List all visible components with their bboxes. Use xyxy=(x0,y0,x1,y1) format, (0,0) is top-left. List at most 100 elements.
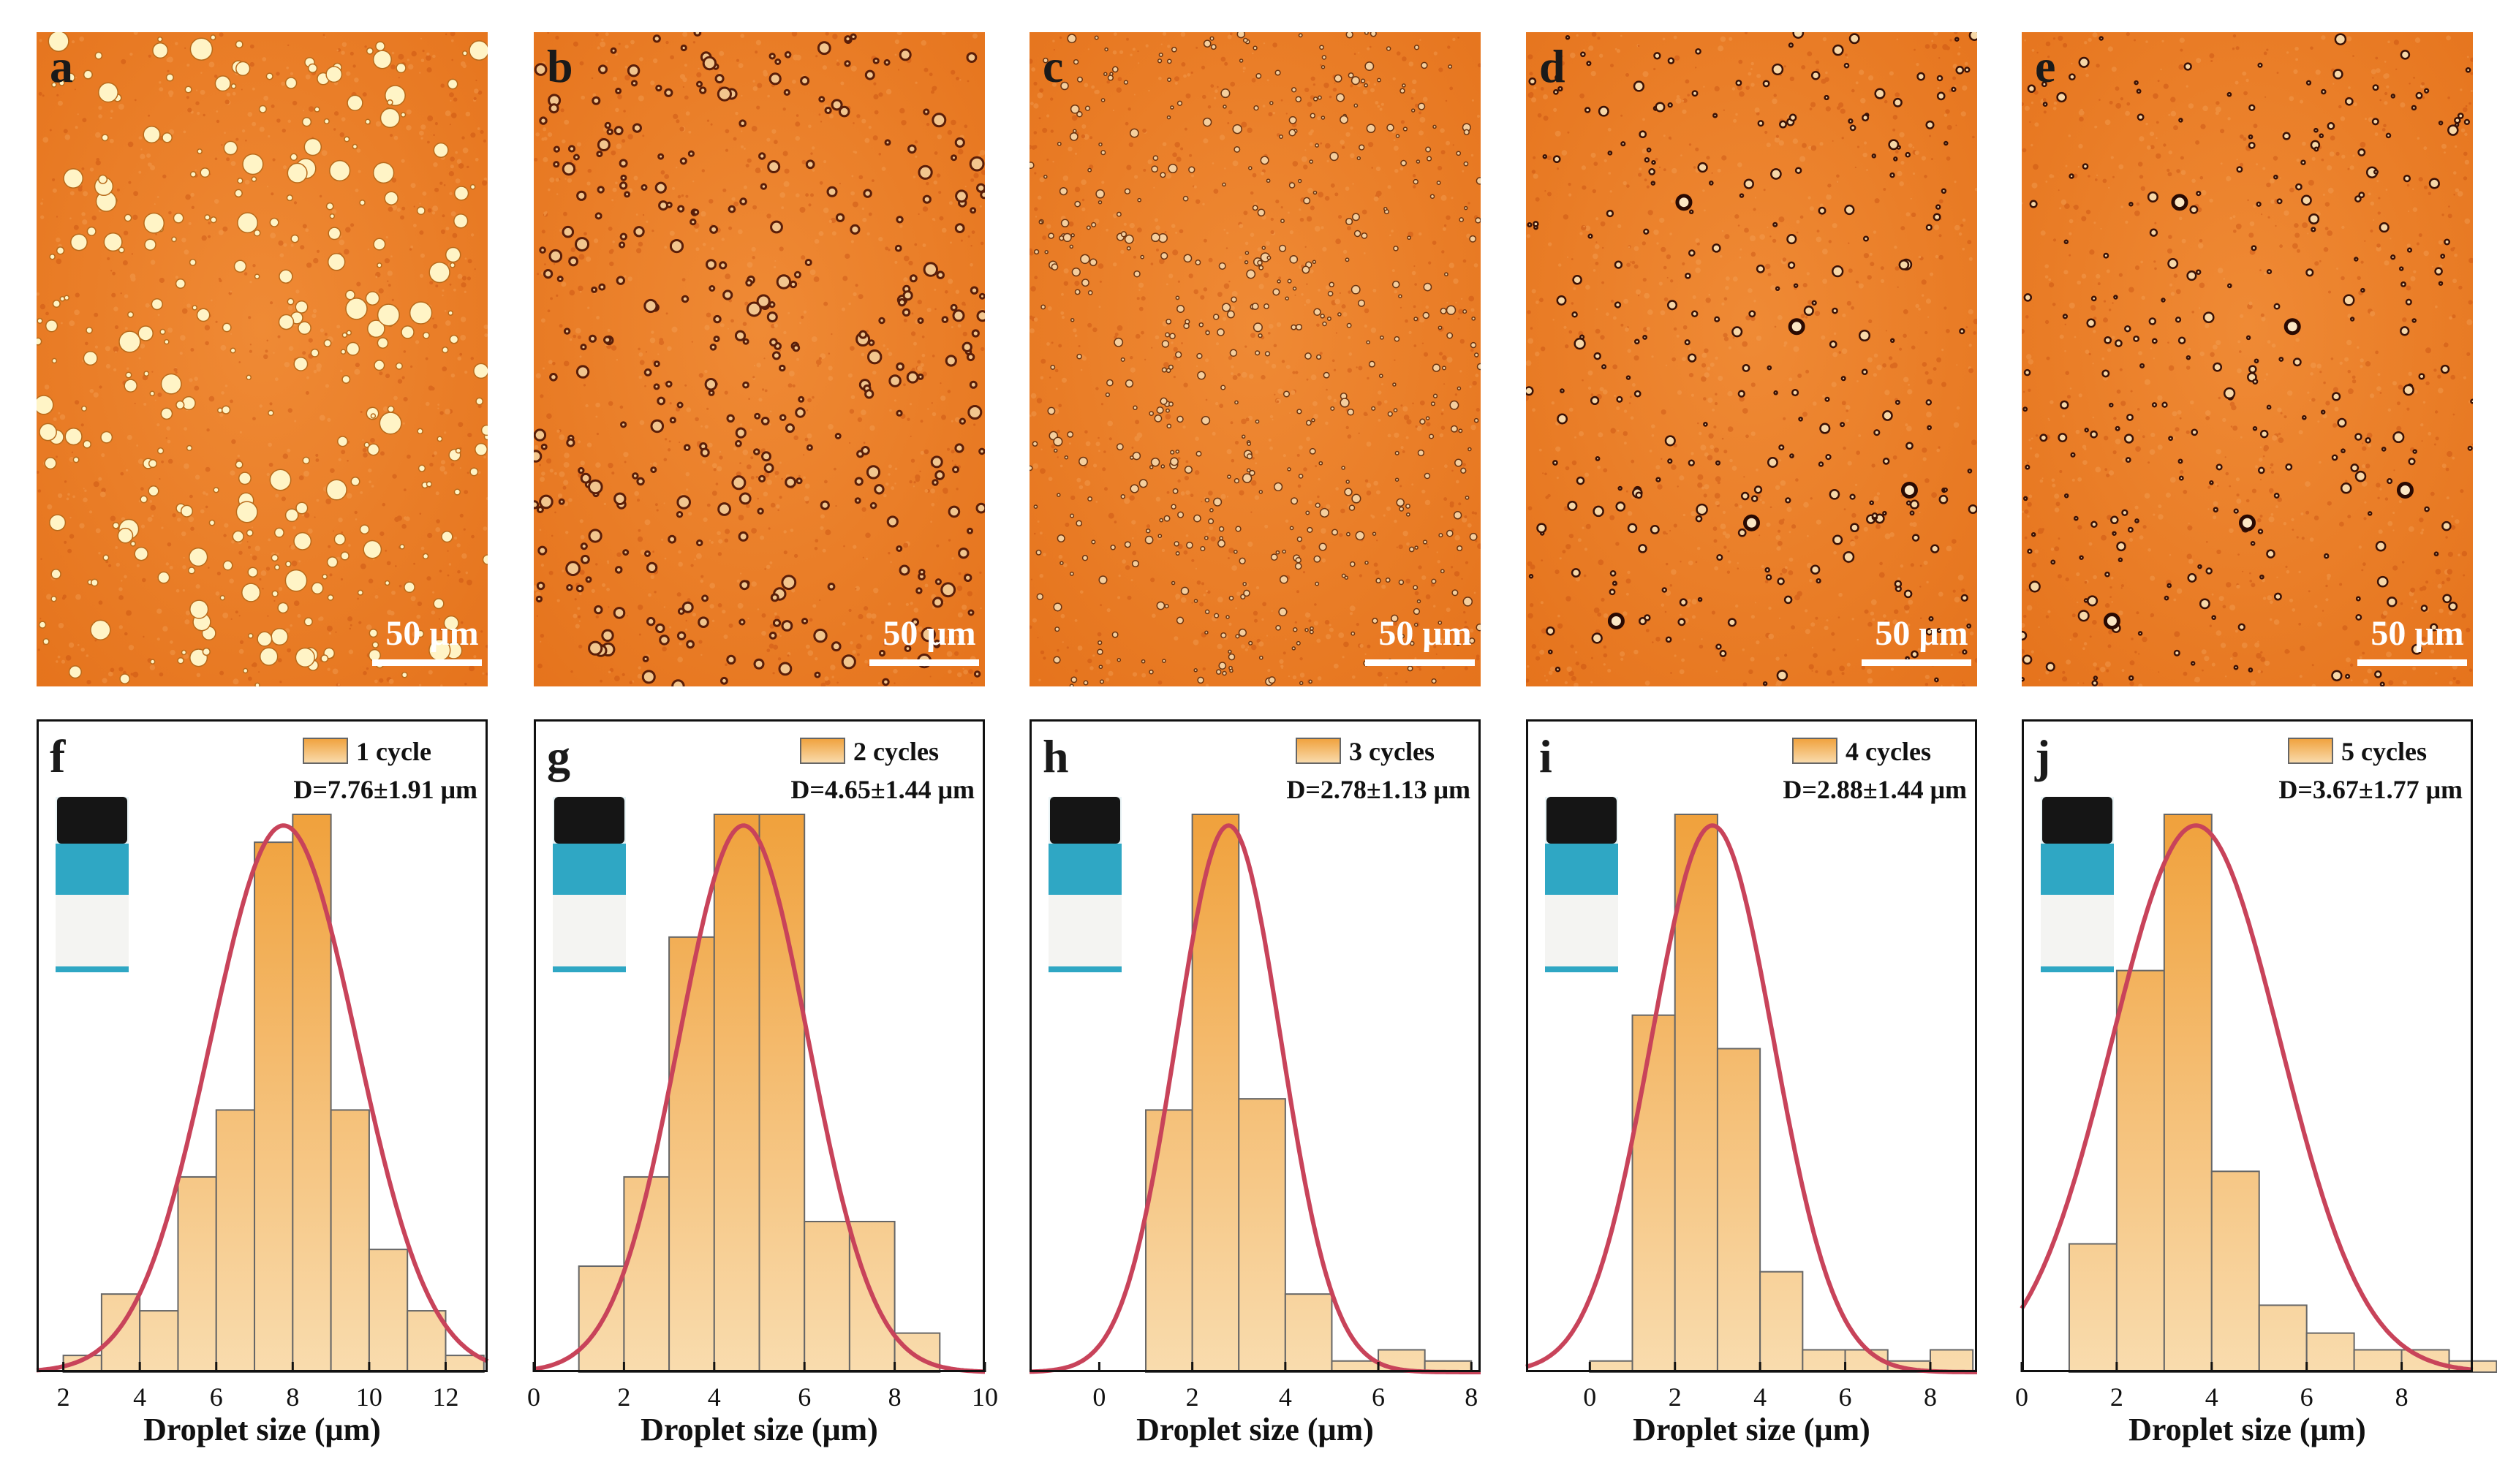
droplet xyxy=(2023,293,2033,302)
droplet xyxy=(795,407,806,418)
droplet xyxy=(917,373,924,380)
droplet xyxy=(303,137,322,156)
droplet xyxy=(954,443,964,453)
droplet xyxy=(954,223,965,234)
droplet xyxy=(641,183,648,191)
droplet xyxy=(757,507,764,515)
histogram-bar xyxy=(1284,1293,1333,1373)
droplet xyxy=(1138,479,1148,488)
droplet xyxy=(971,329,980,338)
droplet xyxy=(897,298,907,307)
droplet xyxy=(653,383,660,390)
droplet xyxy=(210,216,217,224)
droplet xyxy=(2354,433,2362,441)
droplet xyxy=(363,442,370,448)
droplet xyxy=(1298,474,1304,479)
droplet xyxy=(854,477,864,486)
x-tick-label: 6 xyxy=(210,1382,223,1412)
droplet xyxy=(1051,263,1059,270)
droplet xyxy=(1166,368,1171,374)
droplet xyxy=(2077,610,2090,622)
droplet xyxy=(1120,357,1125,362)
droplet xyxy=(1171,504,1176,510)
droplet xyxy=(1040,304,1046,310)
droplet xyxy=(1378,374,1383,379)
panel-letter: g xyxy=(547,730,570,782)
vial-upper xyxy=(56,844,129,895)
droplet xyxy=(976,183,985,193)
droplet xyxy=(1785,497,1791,504)
droplet xyxy=(186,444,193,452)
droplet xyxy=(1716,553,1723,561)
droplet xyxy=(768,301,776,308)
droplet xyxy=(1111,631,1119,638)
droplet xyxy=(578,466,585,474)
droplet xyxy=(2448,601,2458,611)
droplet xyxy=(731,475,747,491)
droplet xyxy=(1547,649,1553,655)
droplet xyxy=(2101,369,2110,378)
droplet xyxy=(1174,541,1179,547)
mean-diameter-annotation: D=7.76±1.91 μm xyxy=(293,775,477,804)
droplet xyxy=(1593,352,1601,360)
droplet xyxy=(399,544,405,550)
droplet xyxy=(1438,533,1443,538)
droplet xyxy=(726,654,736,665)
droplet xyxy=(1098,142,1103,147)
droplet xyxy=(2112,531,2117,536)
droplet xyxy=(760,183,768,190)
droplet xyxy=(1380,335,1384,340)
droplet xyxy=(767,160,781,173)
droplet xyxy=(1260,156,1269,165)
droplet xyxy=(813,628,828,643)
droplet xyxy=(70,233,88,251)
droplet xyxy=(2177,458,2183,464)
droplet xyxy=(2403,384,2414,396)
droplet xyxy=(1326,316,1331,322)
legend-swatch xyxy=(1296,738,1341,764)
droplet xyxy=(1468,637,1476,644)
droplet xyxy=(1313,555,1321,563)
droplet xyxy=(2292,357,2302,367)
mean-diameter-annotation: D=3.67±1.77 μm xyxy=(2278,775,2463,804)
droplet xyxy=(1074,200,1081,208)
droplet xyxy=(537,545,548,556)
droplet xyxy=(580,344,587,351)
droplet xyxy=(1298,33,1303,38)
droplet xyxy=(1667,458,1673,464)
scale-bar-label: 50 μm xyxy=(883,614,975,653)
droplet xyxy=(1351,631,1356,636)
droplet xyxy=(1050,364,1056,370)
droplet xyxy=(589,334,597,343)
droplet xyxy=(1639,617,1647,626)
x-tick-label: 4 xyxy=(708,1382,721,1412)
droplet xyxy=(1054,626,1060,632)
droplet xyxy=(2273,493,2280,499)
droplet xyxy=(708,389,715,396)
droplet xyxy=(1653,52,1661,60)
droplet xyxy=(1123,80,1129,85)
x-tick-label: 2 xyxy=(1669,1382,1682,1412)
droplet xyxy=(2041,81,2047,88)
droplet xyxy=(1783,595,1793,605)
droplet xyxy=(323,339,332,347)
x-axis-label-g: Droplet size (μm) xyxy=(641,1412,878,1447)
droplet xyxy=(1407,235,1411,241)
droplet xyxy=(2251,245,2257,251)
droplet xyxy=(1811,300,1817,306)
droplet xyxy=(2151,402,2158,408)
droplet xyxy=(941,316,949,324)
droplet xyxy=(742,338,749,345)
droplet xyxy=(1934,677,1939,683)
droplet xyxy=(1832,307,1838,314)
droplet xyxy=(293,356,309,371)
droplet xyxy=(1285,296,1289,300)
droplet xyxy=(619,232,628,241)
droplet xyxy=(886,515,899,528)
droplet xyxy=(1399,633,1405,639)
droplet xyxy=(2345,673,2351,679)
vial-inset-photo xyxy=(553,797,626,972)
droplet xyxy=(2248,667,2254,673)
droplet xyxy=(254,682,260,686)
droplet xyxy=(761,451,771,462)
